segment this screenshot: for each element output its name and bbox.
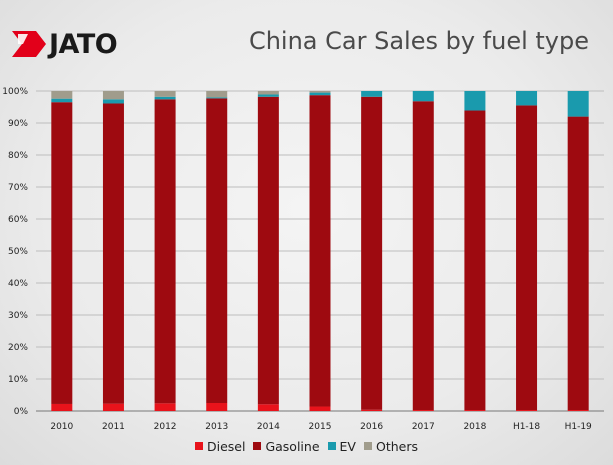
x-tick-label: 2015	[309, 422, 332, 432]
y-tick-label: 70%	[8, 183, 28, 193]
bar-gasoline-2012	[154, 99, 176, 404]
y-tick-label: 50%	[8, 247, 28, 257]
y-tick-label: 100%	[2, 87, 28, 97]
bar-diesel-2011	[102, 403, 124, 411]
chart-title: China Car Sales by fuel type	[248, 27, 589, 55]
legend-label: Gasoline	[265, 438, 320, 454]
bar-gasoline-2015	[309, 95, 331, 407]
x-tick-label: 2017	[412, 422, 435, 432]
x-tick-label: 2012	[154, 422, 177, 432]
bar-ev-2018	[464, 91, 486, 111]
bar-ev-2014	[257, 94, 279, 97]
bar-gasoline-h1-18	[516, 105, 538, 411]
bar-diesel-2012	[154, 403, 176, 411]
bar-gasoline-h1-19	[567, 116, 589, 411]
y-tick-label: 80%	[8, 151, 28, 161]
bar-gasoline-2016	[361, 96, 383, 410]
bar-ev-2011	[102, 99, 124, 104]
bar-diesel-h1-18	[516, 410, 538, 411]
bar-gasoline-2017	[412, 101, 434, 411]
x-axis: 2010 2011 2012 2013 2014 2015 2016 2017 2018 H1-1…	[50, 422, 592, 432]
bar-gasoline-2011	[102, 103, 124, 404]
bar-diesel-h1-19	[567, 410, 589, 411]
x-tick-label: 2010	[50, 422, 73, 432]
legend-item-diesel: Diesel	[194, 438, 246, 454]
x-tick-label: 2013	[205, 422, 228, 432]
legend-label: Others	[375, 438, 418, 454]
bar-gasoline-2018	[464, 110, 486, 411]
y-tick-label: 20%	[8, 343, 28, 353]
bar-diesel-2010	[51, 403, 73, 411]
jato-logo-icon	[12, 31, 46, 57]
bar-ev-h1-18	[516, 91, 538, 106]
bar-gasoline-2013	[206, 98, 228, 404]
x-tick-label: 2016	[360, 422, 383, 432]
bar-ev-2015	[309, 92, 331, 96]
legend-item-others: Others	[363, 438, 418, 454]
y-tick-label: 40%	[8, 279, 28, 289]
y-axis: 0% 10% 20% 30% 40% 50% 60% 70% 80% 90% 100%	[2, 87, 28, 417]
legend-label: EV	[339, 438, 356, 454]
legend-item-gasoline: Gasoline	[253, 438, 320, 454]
bars	[51, 91, 589, 411]
bar-diesel-2014	[257, 404, 279, 411]
x-tick-label: H1-18	[513, 422, 540, 432]
y-tick-label: 90%	[8, 119, 28, 129]
bar-ev-2016	[361, 91, 383, 97]
bar-others-2015	[309, 91, 331, 93]
legend-swatch	[363, 442, 372, 450]
y-tick-label: 0%	[14, 407, 29, 417]
legend-item-ev: EV	[327, 438, 356, 454]
legend-label: Diesel	[206, 438, 246, 454]
bar-ev-h1-19	[567, 91, 589, 117]
bar-ev-2012	[154, 96, 176, 100]
x-tick-label: 2014	[257, 422, 280, 432]
bar-others-2011	[102, 91, 124, 100]
logo-text: JATO	[49, 28, 118, 60]
x-tick-label: 2011	[102, 422, 125, 432]
bar-others-2014	[257, 91, 279, 95]
legend-swatch	[194, 442, 203, 450]
bar-gasoline-2010	[51, 102, 73, 404]
bar-ev-2013	[206, 97, 228, 99]
legend-swatch	[253, 442, 262, 450]
bar-diesel-2016	[361, 409, 383, 411]
bar-ev-2017	[412, 91, 434, 102]
bar-gasoline-2014	[257, 96, 279, 405]
y-tick-label: 30%	[8, 311, 28, 321]
y-tick-label: 60%	[8, 215, 28, 225]
bar-diesel-2018	[464, 410, 486, 411]
x-tick-label: H1-19	[565, 422, 592, 432]
bar-diesel-2017	[412, 410, 434, 411]
bar-others-2013	[206, 91, 228, 98]
legend-swatch	[327, 442, 336, 450]
bar-diesel-2015	[309, 406, 331, 411]
bar-ev-2010	[51, 98, 73, 103]
jato-logo: JATO	[12, 26, 118, 62]
legend: Diesel Gasoline EV Others	[0, 438, 613, 454]
bar-others-2010	[51, 91, 73, 99]
x-tick-label: 2018	[463, 422, 486, 432]
bar-others-2012	[154, 91, 176, 97]
y-tick-label: 10%	[8, 375, 28, 385]
bar-diesel-2013	[206, 403, 228, 411]
